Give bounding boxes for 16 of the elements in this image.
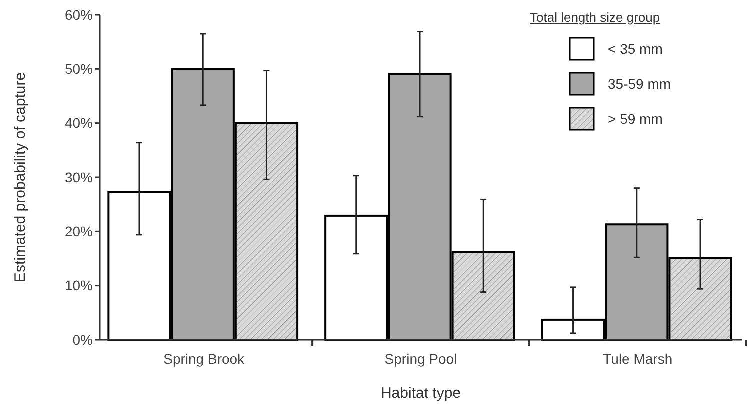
y-tick-label: 40% xyxy=(64,115,93,132)
x-axis-title: Habitat type xyxy=(380,385,462,402)
x-tick-label: Spring Pool xyxy=(384,351,458,367)
x-tick-label: Tule Marsh xyxy=(603,351,673,367)
legend-title: Total length size group xyxy=(530,10,660,25)
y-axis-title: Estimated probability of capture xyxy=(12,72,29,283)
y-tick-label: 0% xyxy=(72,332,93,348)
y-tick-label: 30% xyxy=(64,169,93,186)
legend-label: > 59 mm xyxy=(608,111,663,127)
x-tick-label: Spring Brook xyxy=(164,351,246,367)
y-tick-label: 10% xyxy=(64,278,93,294)
y-tick-label: 60% xyxy=(64,6,93,23)
legend-label: 35-59 mm xyxy=(608,76,672,92)
legend-label: < 35 mm xyxy=(608,41,663,57)
y-tick-label: 20% xyxy=(64,224,93,240)
y-tick-label: 50% xyxy=(64,61,93,78)
